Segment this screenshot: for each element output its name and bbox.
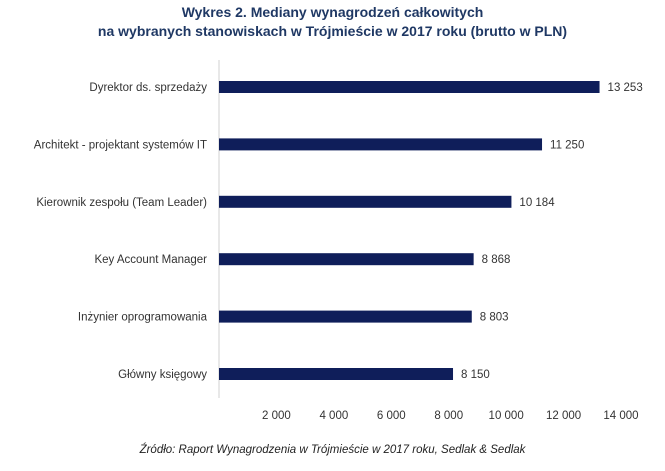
category-label: Key Account Manager	[94, 254, 207, 266]
bar	[219, 368, 454, 380]
bar	[219, 81, 600, 93]
data-label: 8 868	[482, 254, 511, 266]
chart-title-line1: Wykres 2. Mediany wynagrodzeń całkowityc…	[181, 4, 484, 20]
bar	[219, 195, 512, 208]
x-tick-label: 14 000	[603, 410, 638, 422]
data-label: 8 803	[480, 312, 509, 324]
category-label: Kierownik zespołu (Team Leader)	[36, 197, 207, 209]
x-tick-label: 10 000	[489, 410, 524, 422]
category-label: Główny księgowy	[118, 369, 207, 381]
chart-source: Źródło: Raport Wynagrodzenia w Trójmieśc…	[139, 444, 526, 456]
category-label: Dyrektor ds. sprzedaży	[89, 82, 207, 94]
data-label: 8 150	[461, 369, 490, 381]
x-tick-label: 8 000	[434, 410, 463, 422]
bar	[219, 138, 543, 151]
data-label: 13 253	[608, 82, 643, 94]
chart-title-line2: na wybranych stanowiskach w Trójmieście …	[97, 23, 568, 39]
bar	[219, 310, 472, 323]
data-label: 10 184	[519, 197, 555, 209]
bar-chart: Dyrektor ds. sprzedaży 13 253 Architekt - …	[34, 60, 643, 422]
data-label: 11 250	[550, 139, 584, 151]
category-label: Inżynier oprogramowania	[78, 312, 208, 324]
bar	[219, 253, 474, 266]
x-tick-label: 12 000	[546, 410, 581, 422]
x-tick-label: 6 000	[377, 410, 406, 422]
category-label: Architekt - projektant systemów IT	[34, 139, 207, 151]
x-tick-label: 2 000	[262, 410, 291, 422]
x-tick-label: 4 000	[319, 410, 348, 422]
